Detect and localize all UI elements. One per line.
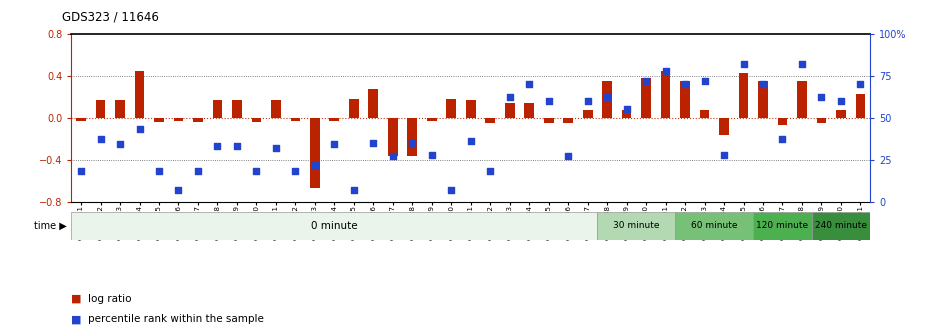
- Point: [210, 143, 225, 149]
- Bar: [485, 118, 495, 123]
- Point: [171, 187, 186, 193]
- Bar: [154, 118, 164, 122]
- Point: [424, 152, 439, 157]
- Text: log ratio: log ratio: [88, 294, 132, 304]
- Bar: [719, 118, 728, 135]
- Bar: [856, 94, 865, 118]
- Point: [853, 81, 868, 87]
- Point: [638, 78, 653, 83]
- Text: 0 minute: 0 minute: [311, 221, 358, 231]
- Bar: [602, 81, 612, 118]
- Point: [132, 127, 147, 132]
- Point: [755, 81, 770, 87]
- Text: percentile rank within the sample: percentile rank within the sample: [88, 314, 264, 324]
- Bar: [817, 118, 826, 123]
- Bar: [758, 81, 767, 118]
- Text: 60 minute: 60 minute: [691, 221, 738, 230]
- Point: [73, 169, 88, 174]
- Point: [346, 187, 361, 193]
- Bar: [271, 100, 281, 118]
- Text: time ▶: time ▶: [34, 221, 67, 231]
- Text: 240 minute: 240 minute: [815, 221, 867, 230]
- Bar: [778, 118, 787, 125]
- Point: [385, 154, 400, 159]
- Bar: [329, 118, 340, 121]
- Bar: [812, 212, 870, 240]
- Bar: [622, 110, 631, 118]
- Point: [814, 95, 829, 100]
- Bar: [174, 118, 184, 121]
- Bar: [641, 78, 651, 118]
- Point: [93, 137, 108, 142]
- Bar: [700, 110, 709, 118]
- Point: [658, 68, 673, 73]
- Bar: [836, 110, 845, 118]
- Bar: [675, 212, 753, 240]
- Bar: [71, 212, 597, 240]
- Point: [580, 98, 595, 103]
- Bar: [544, 118, 553, 123]
- Point: [482, 169, 497, 174]
- Point: [716, 152, 731, 157]
- Point: [444, 187, 459, 193]
- Bar: [427, 118, 437, 121]
- Point: [366, 140, 381, 145]
- Point: [794, 61, 809, 67]
- Point: [112, 142, 127, 147]
- Point: [697, 78, 712, 83]
- Point: [677, 81, 692, 87]
- Point: [619, 107, 634, 112]
- Text: GDS323 / 11646: GDS323 / 11646: [62, 10, 159, 23]
- Bar: [232, 100, 242, 118]
- Point: [268, 145, 283, 151]
- Point: [463, 138, 478, 144]
- Bar: [96, 100, 106, 118]
- Bar: [407, 118, 417, 157]
- Point: [405, 140, 420, 145]
- Bar: [135, 72, 145, 118]
- Bar: [446, 99, 456, 118]
- Point: [190, 169, 205, 174]
- Point: [833, 98, 848, 103]
- Text: ■: ■: [71, 314, 82, 324]
- Point: [599, 95, 614, 100]
- Bar: [680, 81, 689, 118]
- Point: [288, 169, 303, 174]
- Bar: [466, 100, 476, 118]
- Point: [307, 162, 322, 167]
- Text: 120 minute: 120 minute: [756, 221, 808, 230]
- Point: [775, 137, 790, 142]
- Point: [560, 154, 575, 159]
- Text: 30 minute: 30 minute: [613, 221, 660, 230]
- Bar: [349, 99, 359, 118]
- Bar: [797, 81, 806, 118]
- Bar: [252, 118, 262, 122]
- Bar: [597, 212, 675, 240]
- Bar: [290, 118, 301, 121]
- Bar: [583, 110, 592, 118]
- Bar: [115, 100, 125, 118]
- Bar: [661, 72, 670, 118]
- Bar: [388, 118, 398, 157]
- Point: [502, 95, 517, 100]
- Bar: [505, 103, 514, 118]
- Bar: [563, 118, 573, 123]
- Bar: [310, 118, 320, 188]
- Point: [736, 61, 751, 67]
- Bar: [193, 118, 203, 122]
- Bar: [213, 100, 223, 118]
- Point: [229, 143, 244, 149]
- Bar: [524, 103, 534, 118]
- Point: [249, 169, 264, 174]
- Point: [521, 81, 536, 87]
- Bar: [76, 118, 86, 121]
- Point: [151, 169, 166, 174]
- Bar: [739, 74, 748, 118]
- Bar: [753, 212, 812, 240]
- Text: ■: ■: [71, 294, 82, 304]
- Point: [327, 142, 342, 147]
- Point: [541, 98, 556, 103]
- Bar: [368, 89, 378, 118]
